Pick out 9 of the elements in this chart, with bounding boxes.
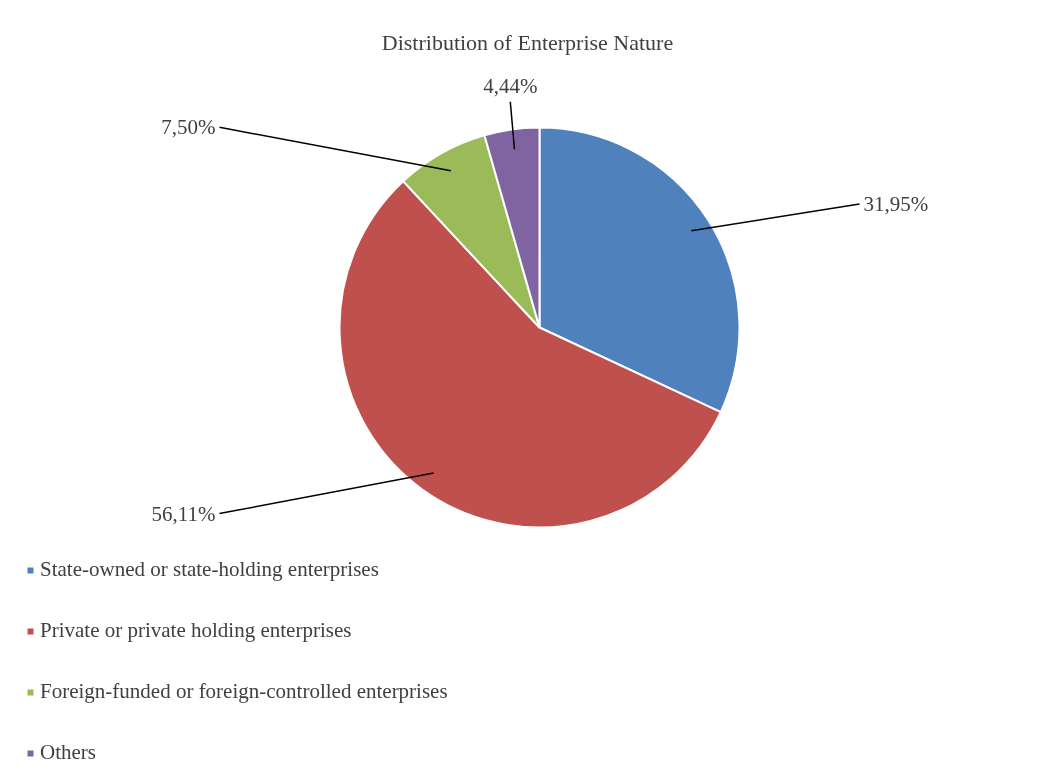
data-label: 56,11%: [151, 501, 216, 526]
data-label: 31,95%: [863, 191, 929, 216]
legend-label: Foreign-funded or foreign-controlled enterprises: [40, 679, 448, 704]
data-label: 4,44%: [483, 73, 538, 98]
legend-label: State-owned or state-holding enterprises: [40, 557, 379, 582]
legend-label: Others: [40, 740, 96, 765]
legend-label: Private or private holding enterprises: [40, 618, 352, 643]
data-label: 7,50%: [161, 115, 216, 140]
chart-title: Distribution of Enterprise Nature: [381, 30, 674, 55]
